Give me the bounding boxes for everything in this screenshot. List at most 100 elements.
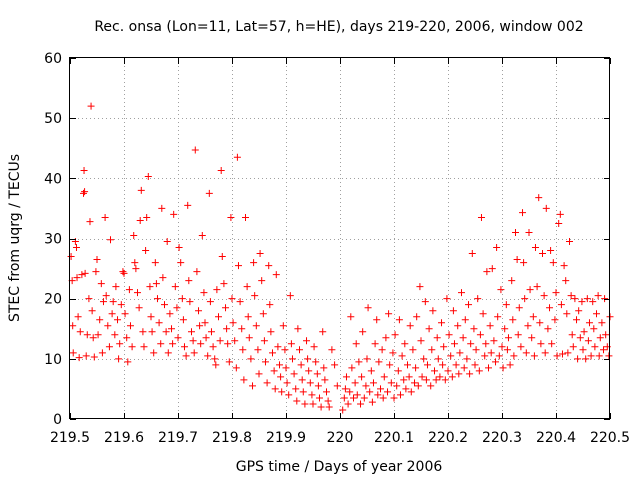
data-point — [371, 340, 379, 348]
data-point — [78, 271, 86, 279]
data-point — [227, 213, 235, 221]
data-point — [467, 340, 475, 348]
data-point — [409, 346, 417, 354]
data-point — [490, 337, 498, 345]
data-point — [114, 316, 122, 324]
data-point — [582, 355, 590, 363]
y-tick-label: 10 — [44, 352, 62, 368]
data-point — [247, 355, 255, 363]
data-point — [162, 328, 170, 336]
data-point — [472, 346, 480, 354]
data-point — [393, 382, 401, 390]
y-tick-label: 20 — [44, 292, 62, 308]
data-point — [420, 355, 428, 363]
data-point — [494, 313, 502, 321]
data-point — [517, 343, 525, 351]
data-point — [575, 307, 583, 315]
data-point — [282, 364, 290, 372]
data-point — [265, 262, 273, 270]
data-point — [580, 328, 588, 336]
data-point — [204, 352, 212, 360]
data-point — [509, 316, 517, 324]
data-point — [374, 391, 382, 399]
data-point — [454, 322, 462, 330]
data-point — [549, 259, 557, 267]
data-point — [553, 352, 561, 360]
data-point — [390, 394, 398, 402]
data-point — [239, 346, 247, 354]
data-point — [501, 325, 509, 333]
data-point — [292, 385, 300, 393]
data-point — [201, 319, 209, 327]
data-point — [568, 331, 576, 339]
data-point — [556, 210, 564, 218]
data-point — [159, 274, 167, 282]
data-point — [587, 352, 595, 360]
data-point — [137, 186, 145, 194]
data-point — [251, 292, 259, 300]
data-point — [449, 307, 457, 315]
data-point — [250, 259, 258, 267]
data-point — [483, 268, 491, 276]
data-point — [277, 373, 285, 381]
data-point — [105, 343, 113, 351]
data-point — [279, 322, 287, 330]
data-point — [360, 394, 368, 402]
data-point — [429, 307, 437, 315]
data-point — [186, 298, 194, 306]
data-point — [445, 331, 453, 339]
data-point — [425, 325, 433, 333]
data-point — [256, 250, 264, 258]
data-point — [88, 307, 96, 315]
data-point — [331, 361, 339, 369]
y-tick-label: 50 — [44, 111, 62, 127]
plot-frame — [69, 57, 610, 419]
data-point — [547, 247, 555, 255]
data-point — [455, 370, 463, 378]
data-point — [200, 289, 208, 297]
data-point — [73, 274, 81, 282]
data-point — [206, 298, 214, 306]
data-point — [297, 361, 305, 369]
data-point — [427, 382, 435, 390]
data-point — [197, 340, 205, 348]
data-point — [252, 322, 260, 330]
data-point — [377, 385, 384, 393]
data-point — [288, 355, 296, 363]
x-axis-ticks: 219.5 219.6 219.7 219.8 219.9 220 220.1 220.2 22… — [50, 58, 630, 446]
data-point — [270, 367, 278, 375]
data-point — [537, 340, 545, 348]
data-point — [244, 313, 252, 321]
data-point — [498, 343, 506, 351]
data-point — [591, 343, 599, 351]
data-point — [298, 376, 306, 384]
data-point — [205, 189, 213, 197]
data-point — [369, 379, 377, 387]
data-point — [217, 167, 225, 175]
data-point — [328, 346, 336, 354]
data-point — [303, 337, 311, 345]
data-point — [228, 295, 236, 303]
data-point — [347, 313, 355, 321]
data-point — [69, 349, 77, 357]
data-point — [109, 298, 117, 306]
data-point — [240, 376, 248, 384]
data-point — [341, 385, 349, 393]
data-point — [98, 349, 106, 357]
data-point — [386, 361, 394, 369]
data-point — [456, 349, 464, 357]
data-point — [340, 394, 348, 402]
data-point — [75, 354, 83, 362]
data-point — [571, 295, 579, 303]
data-point — [574, 355, 582, 363]
data-point — [229, 319, 237, 327]
data-point — [296, 346, 303, 354]
data-point — [333, 382, 341, 390]
data-point — [121, 310, 129, 318]
data-point — [594, 292, 602, 300]
data-point — [274, 343, 282, 351]
data-point — [92, 268, 100, 276]
data-point — [190, 349, 198, 357]
data-point — [601, 295, 609, 303]
data-point — [558, 350, 566, 358]
